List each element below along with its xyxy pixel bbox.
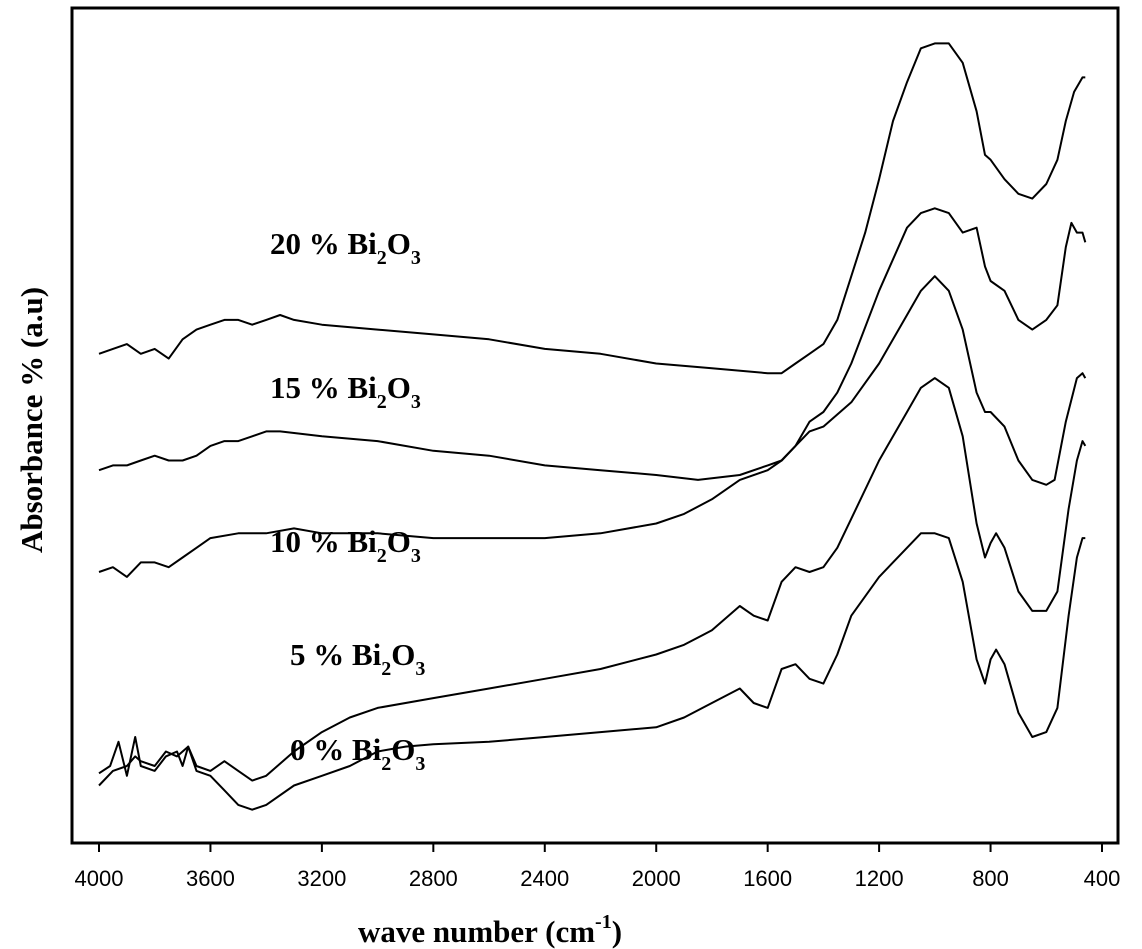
series-labels: 0 % Bi2O3 5 % Bi2O3 10 % Bi2O3 15 % Bi2O3 20… — [270, 226, 425, 775]
x-tick-label: 1200 — [855, 866, 904, 891]
series-line — [98, 207, 1087, 481]
series-label: 10 % Bi2O3 — [270, 524, 421, 567]
x-axis-title: wave number (cm-1) — [358, 911, 622, 949]
x-tick-label: 3200 — [297, 866, 346, 891]
x-tick-label: 2000 — [632, 866, 681, 891]
x-tick-label: 2400 — [520, 866, 569, 891]
series-lines — [98, 42, 1087, 811]
x-tick-label: 4000 — [75, 866, 124, 891]
x-tick-label: 1600 — [743, 866, 792, 891]
y-axis-title: Absorbance % (a.u) — [14, 287, 49, 553]
x-axis-ticks: 4000 3600 3200 2800 2400 2000 1600 1200 800 400 — [75, 843, 1121, 891]
series-line — [98, 377, 1087, 787]
x-tick-label: 400 — [1084, 866, 1121, 891]
x-tick-label: 800 — [972, 866, 1009, 891]
series-label: 20 % Bi2O3 — [270, 226, 421, 269]
plot-frame — [70, 6, 1120, 845]
series-line — [98, 532, 1086, 811]
x-tick-label: 3600 — [186, 866, 235, 891]
series-line — [98, 275, 1087, 578]
series-label: 0 % Bi2O3 — [290, 732, 425, 775]
x-tick-label: 2800 — [409, 866, 458, 891]
series-line — [98, 42, 1086, 375]
series-label: 15 % Bi2O3 — [270, 370, 421, 413]
series-label: 5 % Bi2O3 — [290, 637, 425, 680]
